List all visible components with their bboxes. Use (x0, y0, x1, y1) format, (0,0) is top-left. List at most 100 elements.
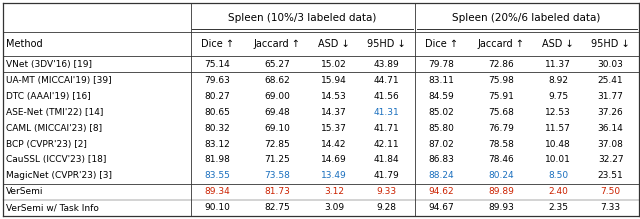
Text: 76.79: 76.79 (488, 124, 514, 132)
Text: Dice ↑: Dice ↑ (201, 39, 234, 49)
Text: Jaccard ↑: Jaccard ↑ (253, 39, 300, 49)
Text: 94.62: 94.62 (429, 187, 454, 196)
Text: 9.75: 9.75 (548, 92, 568, 101)
Text: VerSemi: VerSemi (6, 187, 44, 196)
Text: 9.33: 9.33 (376, 187, 397, 196)
Text: 78.46: 78.46 (488, 155, 514, 164)
Text: 71.25: 71.25 (264, 155, 290, 164)
Text: MagicNet (CVPR'23) [3]: MagicNet (CVPR'23) [3] (6, 171, 113, 180)
Text: 80.32: 80.32 (205, 124, 230, 132)
Text: 95HD ↓: 95HD ↓ (591, 39, 630, 49)
Text: 2.40: 2.40 (548, 187, 568, 196)
Text: 86.83: 86.83 (429, 155, 454, 164)
Text: 8.92: 8.92 (548, 76, 568, 85)
Text: 75.91: 75.91 (488, 92, 514, 101)
Text: 7.33: 7.33 (600, 203, 621, 212)
Text: 8.50: 8.50 (548, 171, 568, 180)
Text: 11.37: 11.37 (545, 60, 571, 69)
Text: 12.53: 12.53 (545, 108, 571, 117)
Text: 83.55: 83.55 (205, 171, 230, 180)
Text: 82.75: 82.75 (264, 203, 290, 212)
Text: 32.27: 32.27 (598, 155, 623, 164)
Text: 36.14: 36.14 (598, 124, 623, 132)
Text: 11.57: 11.57 (545, 124, 571, 132)
Text: 9.28: 9.28 (376, 203, 397, 212)
Text: 31.77: 31.77 (598, 92, 623, 101)
Text: 7.50: 7.50 (600, 187, 621, 196)
Text: 83.12: 83.12 (205, 140, 230, 148)
Text: DTC (AAAI'19) [16]: DTC (AAAI'19) [16] (6, 92, 91, 101)
Text: UA-MT (MICCAI'19) [39]: UA-MT (MICCAI'19) [39] (6, 76, 112, 85)
Text: 14.69: 14.69 (321, 155, 347, 164)
Text: CauSSL (ICCV'23) [18]: CauSSL (ICCV'23) [18] (6, 155, 107, 164)
Text: Method: Method (6, 39, 43, 49)
Text: 37.26: 37.26 (598, 108, 623, 117)
Text: 44.71: 44.71 (374, 76, 399, 85)
Text: 41.71: 41.71 (374, 124, 399, 132)
Text: 75.14: 75.14 (205, 60, 230, 69)
Text: CAML (MICCAI'23) [8]: CAML (MICCAI'23) [8] (6, 124, 102, 132)
Text: 41.84: 41.84 (374, 155, 399, 164)
Text: 75.98: 75.98 (488, 76, 514, 85)
Text: 95HD ↓: 95HD ↓ (367, 39, 406, 49)
Text: 65.27: 65.27 (264, 60, 290, 69)
Text: 85.80: 85.80 (429, 124, 454, 132)
Text: 43.89: 43.89 (374, 60, 399, 69)
Text: 69.48: 69.48 (264, 108, 290, 117)
Text: 80.27: 80.27 (205, 92, 230, 101)
Text: 41.79: 41.79 (374, 171, 399, 180)
Text: 41.56: 41.56 (374, 92, 399, 101)
Text: 25.41: 25.41 (598, 76, 623, 85)
Text: 73.58: 73.58 (264, 171, 290, 180)
Text: 89.93: 89.93 (488, 203, 514, 212)
Text: 79.63: 79.63 (205, 76, 230, 85)
Text: 88.24: 88.24 (429, 171, 454, 180)
Text: Dice ↑: Dice ↑ (425, 39, 458, 49)
Text: 30.03: 30.03 (598, 60, 623, 69)
Text: 41.31: 41.31 (374, 108, 399, 117)
Text: VerSemi w/ Task Info: VerSemi w/ Task Info (6, 203, 99, 212)
Text: 79.78: 79.78 (429, 60, 454, 69)
Text: 15.94: 15.94 (321, 76, 347, 85)
Text: ASD ↓: ASD ↓ (542, 39, 574, 49)
Text: 2.35: 2.35 (548, 203, 568, 212)
Text: 72.85: 72.85 (264, 140, 290, 148)
Text: 85.02: 85.02 (429, 108, 454, 117)
Text: BCP (CVPR'23) [2]: BCP (CVPR'23) [2] (6, 140, 87, 148)
Text: 81.98: 81.98 (205, 155, 230, 164)
Text: VNet (3DV'16) [19]: VNet (3DV'16) [19] (6, 60, 92, 69)
Text: 37.08: 37.08 (598, 140, 623, 148)
Text: 80.65: 80.65 (205, 108, 230, 117)
Text: 78.58: 78.58 (488, 140, 514, 148)
Text: 15.02: 15.02 (321, 60, 347, 69)
Text: 89.89: 89.89 (488, 187, 514, 196)
Text: 3.09: 3.09 (324, 203, 344, 212)
Text: 83.11: 83.11 (429, 76, 454, 85)
Text: 15.37: 15.37 (321, 124, 347, 132)
Text: 13.49: 13.49 (321, 171, 347, 180)
Text: 10.48: 10.48 (545, 140, 571, 148)
Text: 69.10: 69.10 (264, 124, 290, 132)
Text: 14.53: 14.53 (321, 92, 347, 101)
Text: Spleen (10%/3 labeled data): Spleen (10%/3 labeled data) (228, 13, 377, 23)
Text: 94.67: 94.67 (429, 203, 454, 212)
Text: 84.59: 84.59 (429, 92, 454, 101)
Text: 68.62: 68.62 (264, 76, 290, 85)
Text: 87.02: 87.02 (429, 140, 454, 148)
Text: 14.42: 14.42 (321, 140, 347, 148)
Text: 75.68: 75.68 (488, 108, 514, 117)
Text: 72.86: 72.86 (488, 60, 514, 69)
Text: ASD ↓: ASD ↓ (318, 39, 349, 49)
Text: Jaccard ↑: Jaccard ↑ (477, 39, 525, 49)
Text: 42.11: 42.11 (374, 140, 399, 148)
Text: 10.01: 10.01 (545, 155, 571, 164)
Text: 90.10: 90.10 (205, 203, 230, 212)
Text: ASE-Net (TMI'22) [14]: ASE-Net (TMI'22) [14] (6, 108, 104, 117)
Text: 14.37: 14.37 (321, 108, 347, 117)
Text: 89.34: 89.34 (205, 187, 230, 196)
Text: 81.73: 81.73 (264, 187, 290, 196)
Text: 80.24: 80.24 (488, 171, 514, 180)
Text: 69.00: 69.00 (264, 92, 290, 101)
Text: 23.51: 23.51 (598, 171, 623, 180)
Text: Spleen (20%/6 labeled data): Spleen (20%/6 labeled data) (452, 13, 601, 23)
